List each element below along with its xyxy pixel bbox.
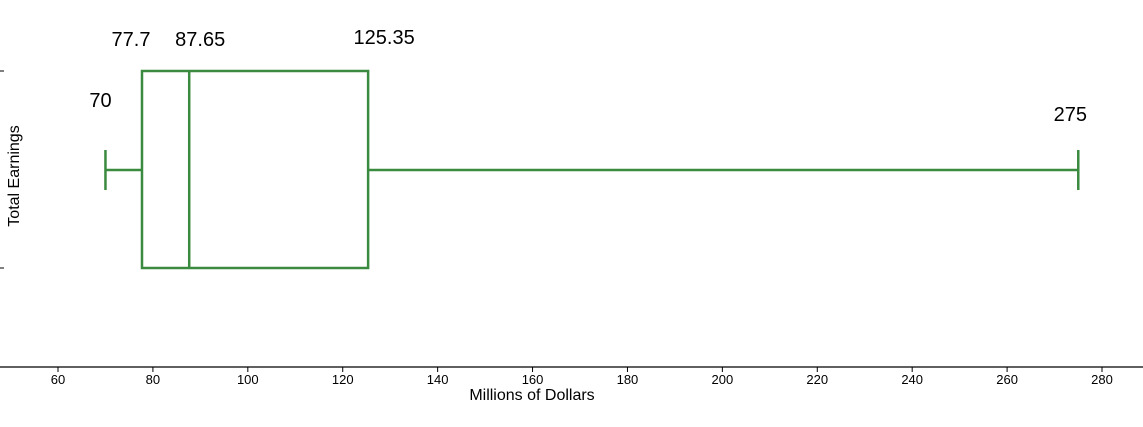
x-tick-label: 200 [712, 372, 734, 387]
q3-value-label: 125.35 [354, 27, 415, 49]
iqr-box [140, 69, 370, 270]
x-axis-ticks: 60 80 100 120 140 160 180 200 220 240 260 280 [51, 367, 1113, 387]
x-axis-title: Millions of Dollars [469, 387, 594, 404]
x-tick-label: 100 [237, 372, 259, 387]
x-tick-label: 160 [522, 372, 544, 387]
x-tick-label: 120 [332, 372, 354, 387]
x-tick-label: 240 [901, 372, 923, 387]
x-tick-label: 220 [806, 372, 828, 387]
value-labels: 70 77.7 87.65 125.35 275 [89, 27, 1087, 126]
box-plot [104, 69, 1080, 270]
x-tick-label: 140 [427, 372, 449, 387]
x-tick-label: 280 [1091, 372, 1113, 387]
y-axis-title: Total Earnings [6, 125, 23, 226]
x-tick-label: 260 [996, 372, 1018, 387]
q1-value-label: 77.7 [112, 29, 151, 51]
max-value-label: 275 [1054, 104, 1087, 126]
x-tick-label: 180 [617, 372, 639, 387]
x-tick-label: 60 [51, 372, 65, 387]
median-value-label: 87.65 [175, 29, 225, 51]
min-value-label: 70 [89, 90, 111, 112]
x-tick-label: 80 [146, 372, 160, 387]
